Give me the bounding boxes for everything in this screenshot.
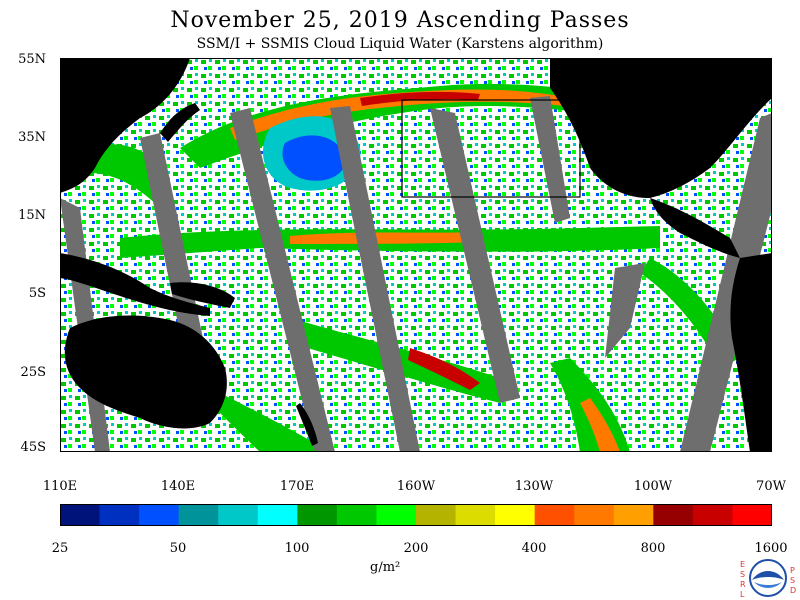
- colorbar-swatch: [139, 504, 180, 526]
- colorbar-swatch: [218, 504, 259, 526]
- colorbar-swatch: [99, 504, 140, 526]
- colorbar-label-400: 400: [521, 541, 547, 556]
- lon-label-100w: 100W: [633, 479, 673, 494]
- cloud-band-north-pacific: [180, 83, 620, 168]
- land-japan: [160, 103, 200, 142]
- cloud-core-south-pacific: [408, 348, 480, 390]
- landmasses: [60, 58, 772, 452]
- logo-letter-r: R: [740, 580, 746, 589]
- colorbar-label-1600: 1600: [754, 541, 788, 556]
- colorbar-swatch: [455, 504, 496, 526]
- logo-letter-l: L: [740, 590, 745, 599]
- cloud-core-southeast-pacific: [580, 398, 620, 452]
- colorbar-swatch: [376, 504, 417, 526]
- colorbar-swatch: [495, 504, 536, 526]
- analysis-box: [401, 99, 581, 198]
- colorbar-swatch: [534, 504, 575, 526]
- logo-letter-s2: S: [790, 576, 796, 585]
- land-north-america: [550, 58, 772, 198]
- colorbar-swatch: [416, 504, 457, 526]
- cloud-bands: [90, 83, 740, 452]
- data-gaps: [60, 96, 772, 452]
- cloud-liquid-water-map: [60, 58, 772, 452]
- colorbar-label-50: 50: [169, 541, 187, 556]
- lat-label-15n: 15N: [18, 208, 46, 223]
- colorbar-swatch: [60, 504, 101, 526]
- data-gap-6: [530, 96, 570, 223]
- land-south-america: [730, 253, 772, 452]
- data-gap-7: [605, 263, 645, 358]
- data-gap-3: [230, 108, 335, 452]
- land-new-guinea: [170, 282, 235, 308]
- lon-label-70w: 70W: [756, 479, 786, 494]
- logo-letter-s: S: [740, 570, 746, 579]
- cloud-region-central-north-inner: [282, 135, 346, 181]
- land-central-america: [650, 198, 740, 258]
- colorbar-swatch: [297, 504, 338, 526]
- land-australia: [64, 315, 227, 429]
- colorbar-swatch: [336, 504, 377, 526]
- colorbar-label-25: 25: [51, 541, 69, 556]
- data-gap-5: [430, 108, 520, 403]
- lat-label-55n: 55N: [18, 52, 46, 67]
- logo-letter-e: E: [740, 560, 746, 569]
- land-asia: [60, 58, 190, 193]
- colorbar-swatch: [178, 504, 219, 526]
- colorbar-label-100: 100: [284, 541, 310, 556]
- colorbar-swatch: [574, 504, 615, 526]
- lat-label-5s: 5S: [28, 286, 46, 301]
- logo-letter-d: D: [790, 586, 797, 595]
- land-new-zealand: [296, 403, 318, 446]
- colorbar-unit: g/m²: [370, 560, 401, 575]
- colorbar-swatch: [613, 504, 654, 526]
- noaa-logo: E S R L P S D: [738, 556, 798, 600]
- lat-label-45s: 45S: [20, 440, 46, 455]
- cloud-core-itcz: [290, 232, 480, 244]
- colorbar-swatch: [257, 504, 298, 526]
- logo-letter-p: P: [790, 566, 795, 575]
- colorbar-label-800: 800: [640, 541, 666, 556]
- data-gap-4: [330, 106, 420, 452]
- colorbar: [60, 504, 772, 526]
- lon-label-110e: 110E: [42, 479, 78, 494]
- lon-label-160w: 160W: [396, 479, 436, 494]
- data-gap-2: [140, 133, 205, 358]
- map-subtitle: SSM/I + SSMIS Cloud Liquid Water (Karste…: [196, 36, 604, 52]
- map-frame: [60, 58, 772, 452]
- lon-label-170e: 170E: [279, 479, 315, 494]
- colorbar-swatch: [653, 504, 694, 526]
- noaa-emblem-icon: [749, 559, 787, 597]
- lat-label-25s: 25S: [20, 365, 46, 380]
- land-indonesia: [60, 253, 210, 316]
- colorbar-label-200: 200: [403, 541, 429, 556]
- map-title: November 25, 2019 Ascending Passes: [170, 8, 630, 33]
- colorbar-swatch: [692, 504, 733, 526]
- colorbar-frame: [60, 504, 772, 526]
- cloud-band-tasman: [205, 388, 330, 452]
- lon-label-140e: 140E: [160, 479, 196, 494]
- cloud-core-red-north: [360, 91, 480, 106]
- colorbar-swatch: [732, 504, 772, 526]
- data-gap-8: [680, 113, 772, 452]
- lon-label-130w: 130W: [514, 479, 554, 494]
- lat-label-35n: 35N: [18, 130, 46, 145]
